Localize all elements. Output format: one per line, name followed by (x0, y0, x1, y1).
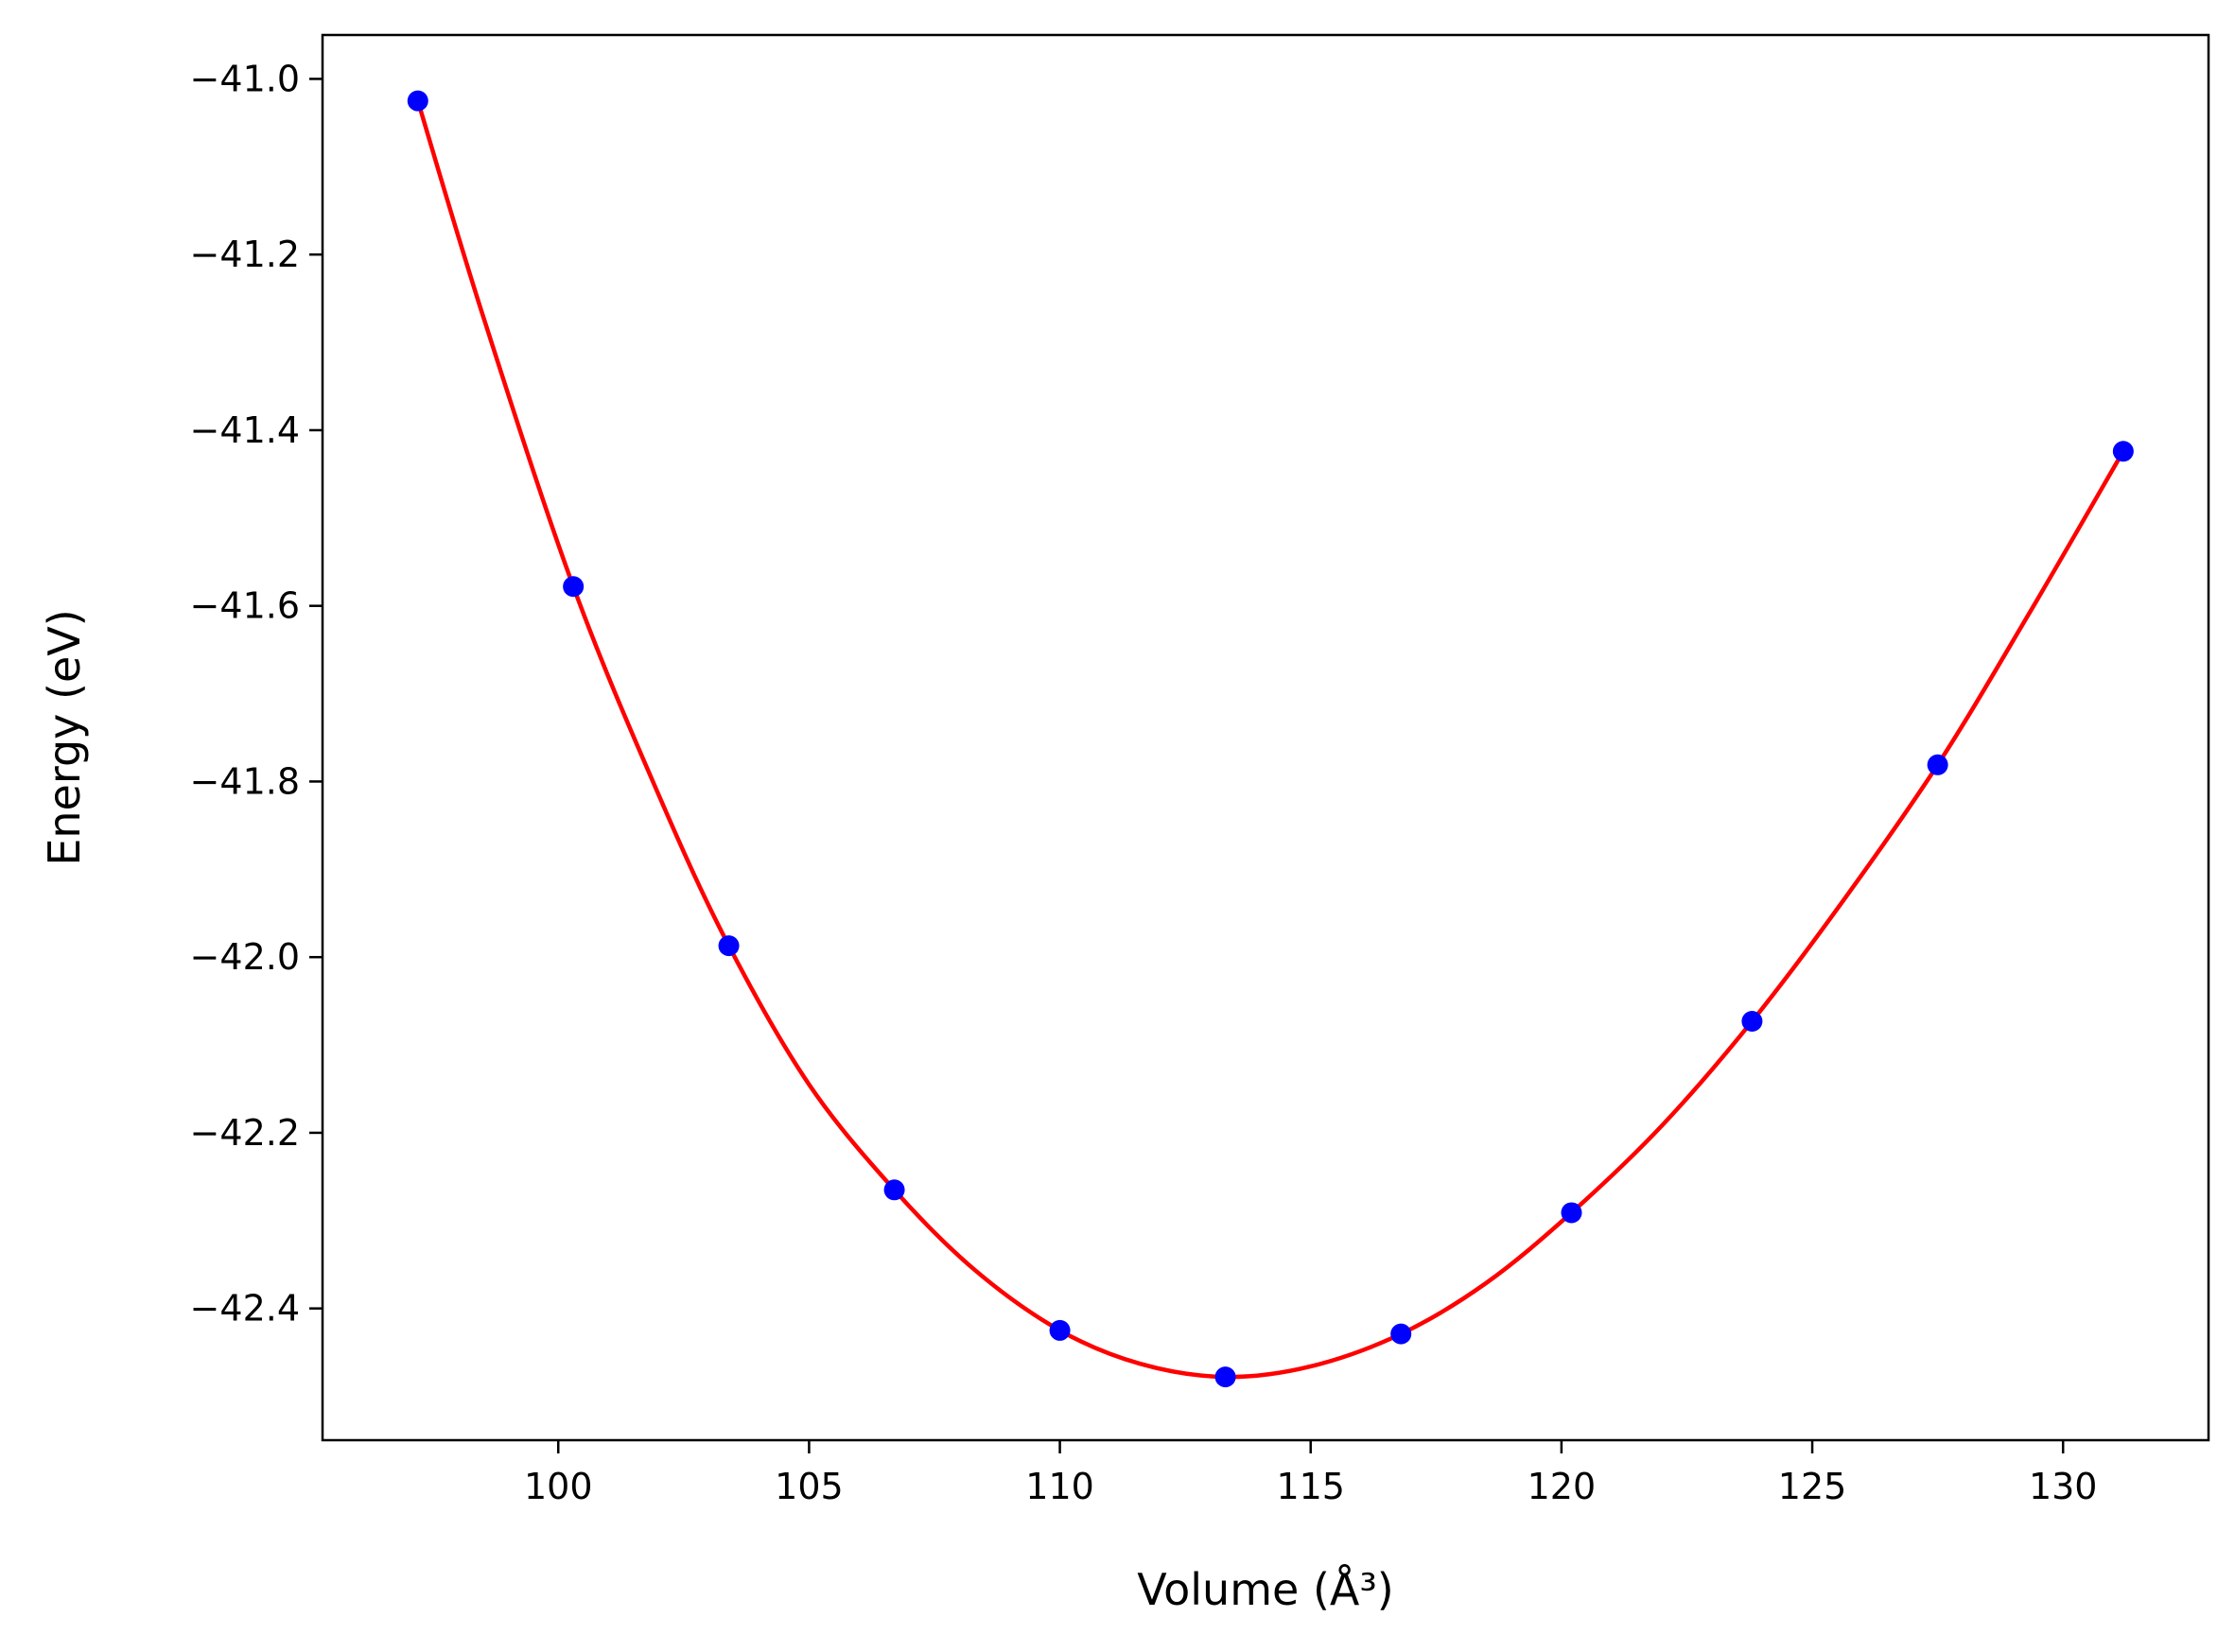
x-axis-ticks: 100 105 110 115 120 125 130 (524, 1440, 2097, 1507)
y-axis-label: Energy (eV) (39, 609, 90, 865)
x-axis-label: Volume (Å³) (1137, 1564, 1394, 1615)
x-tick-label: 110 (1025, 1466, 1094, 1507)
x-tick-label: 115 (1276, 1466, 1345, 1507)
data-point (718, 935, 740, 957)
y-tick-label: −41.2 (190, 234, 300, 275)
fit-curve-line (415, 100, 2125, 1380)
data-point (1214, 1366, 1236, 1388)
x-tick-label: 130 (2029, 1466, 2098, 1507)
data-point (1927, 754, 1948, 775)
x-tick-label: 100 (524, 1466, 593, 1507)
data-point (2112, 441, 2134, 462)
y-tick-label: −41.0 (190, 58, 300, 99)
x-tick-label: 105 (775, 1466, 844, 1507)
y-tick-label: −42.2 (190, 1112, 300, 1154)
data-point (407, 90, 428, 112)
y-tick-label: −42.0 (190, 936, 300, 978)
data-point (563, 576, 585, 598)
plot-area-frame (321, 33, 2210, 1442)
y-axis-ticks: −41.0 −41.2 −41.4 −41.6 −41.8 −42.0 −42.2 −42.4 (190, 58, 323, 1330)
data-point (883, 1179, 905, 1201)
x-tick-label: 125 (1778, 1466, 1847, 1507)
series-layer (407, 90, 2134, 1388)
data-point (1049, 1319, 1071, 1341)
data-point (1390, 1323, 1412, 1345)
y-tick-label: −41.6 (190, 585, 300, 627)
data-point (1561, 1202, 1582, 1224)
y-tick-label: −41.4 (190, 409, 300, 451)
x-tick-label: 120 (1528, 1466, 1597, 1507)
data-point (1741, 1010, 1763, 1032)
y-tick-label: −41.8 (190, 760, 300, 802)
y-tick-label: −42.4 (190, 1288, 300, 1330)
